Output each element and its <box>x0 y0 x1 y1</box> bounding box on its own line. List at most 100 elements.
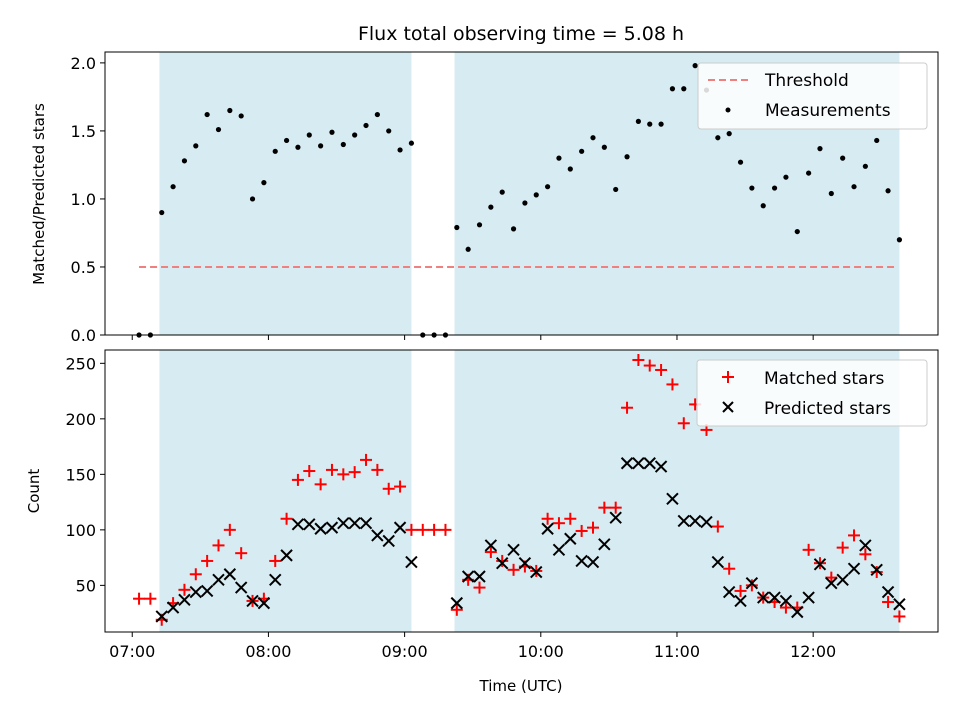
measurement-point <box>363 122 369 129</box>
predicted-star-point <box>541 522 554 535</box>
bottom-legend: Matched stars Predicted stars <box>696 359 928 427</box>
predicted-star-point <box>893 598 906 611</box>
predicted-star-point <box>870 563 883 577</box>
matched-star-point <box>655 363 668 376</box>
matched-star-point <box>836 541 849 554</box>
measurement-point <box>227 107 233 114</box>
y-tick-label: 50 <box>76 576 96 595</box>
matched-star-point <box>371 463 384 476</box>
matched-star-point <box>133 592 146 605</box>
predicted-star-stroke <box>291 518 305 531</box>
predicted-star-stroke <box>155 610 168 623</box>
measurement-point <box>522 200 528 206</box>
measurement-point <box>760 203 766 209</box>
predicted-star-point <box>359 516 373 530</box>
matched-star-point <box>382 482 395 495</box>
matched-star-point <box>598 501 611 514</box>
matched-star-point <box>859 548 872 561</box>
measurement-point <box>737 159 744 165</box>
y-tick-label: 200 <box>65 410 96 429</box>
matched-star-point <box>666 378 679 391</box>
predicted-star-stroke <box>859 539 872 552</box>
predicted-star-point <box>303 518 316 531</box>
matched-star-point <box>439 523 452 536</box>
bottom-panel: 50 100 150 200 250 07:00 08:00 09:00 10:00 11:00… <box>25 349 939 695</box>
measurement-point <box>613 186 619 193</box>
predicted-star-point <box>609 511 622 524</box>
measurement-point <box>488 204 494 210</box>
predicted-star-point <box>745 576 759 590</box>
legend-matched-swatch <box>722 371 734 383</box>
predicted-star-stroke <box>666 492 679 505</box>
top-panel: 0.0 0.5 1.0 1.5 2.0 Flux total observing tim… <box>30 23 939 345</box>
legend-measurements-label: Measurements <box>765 101 891 121</box>
measurement-point <box>771 185 778 191</box>
measurement-point <box>601 144 607 150</box>
measurement-point <box>181 158 188 164</box>
predicted-star-point <box>586 555 600 569</box>
matched-star-point <box>632 353 645 366</box>
predicted-star-point <box>654 460 668 473</box>
top-legend: Threshold Measurements <box>697 62 928 130</box>
x-tick-label: 08:00 <box>245 642 291 661</box>
legend-threshold-label: Threshold <box>764 71 849 91</box>
predicted-star-point <box>348 516 361 530</box>
y-tick-label: 1.5 <box>71 122 96 141</box>
predicted-star-stroke <box>825 576 838 590</box>
predicted-star-point <box>166 601 180 614</box>
x-axis-label: Time (UTC) <box>479 677 563 695</box>
legend-matched-label: Matched stars <box>764 369 884 389</box>
matched-star-point <box>723 562 736 575</box>
matched-star-point <box>269 554 282 567</box>
measurement-point <box>397 147 403 153</box>
predicted-star-point <box>325 521 339 534</box>
predicted-star-stroke <box>518 556 532 570</box>
measurement-point <box>579 148 585 154</box>
measurement-point <box>159 209 165 216</box>
legend-predicted-label: Predicted stars <box>764 399 891 419</box>
predicted-star-stroke <box>643 457 656 470</box>
matched-star-point <box>394 480 407 493</box>
predicted-star-stroke <box>280 549 293 562</box>
predicted-star-stroke <box>257 596 271 610</box>
predicted-star-point <box>847 562 861 575</box>
predicted-star-point <box>518 556 532 570</box>
measurement-point <box>329 129 335 135</box>
y-tick-label: 1.0 <box>71 190 96 209</box>
bottom-axes-frame <box>104 349 939 633</box>
predicted-star-stroke <box>405 555 418 569</box>
x-tick-label: 10:00 <box>518 642 564 661</box>
predicted-star-point <box>200 584 214 598</box>
legend-measurements-swatch <box>725 107 731 113</box>
matched-star-point <box>303 465 316 478</box>
predicted-star-stroke <box>620 457 634 470</box>
x-tick-label: 12:00 <box>790 642 836 661</box>
predicted-star-stroke <box>507 543 520 557</box>
predicted-star-stroke <box>495 556 509 570</box>
predicted-star-point <box>405 555 418 569</box>
predicted-star-stroke <box>303 518 316 531</box>
predicted-star-point <box>575 554 588 568</box>
matched-star-point <box>552 517 565 530</box>
y-tick-label: 0.5 <box>71 258 96 277</box>
predicted-star-point <box>269 573 282 587</box>
matched-star-point <box>779 601 792 614</box>
measurement-point <box>295 144 301 150</box>
observing-interval <box>159 52 412 335</box>
measurement-point <box>340 141 346 148</box>
predicted-star-stroke <box>166 601 180 614</box>
x-tick-label: 09:00 <box>382 642 428 661</box>
measurement-point <box>715 135 721 141</box>
y-tick-label: 150 <box>65 465 96 484</box>
measurement-point <box>215 126 222 133</box>
predicted-star-point <box>802 591 815 604</box>
matched-star-point <box>882 596 895 609</box>
predicted-star-stroke <box>598 538 611 551</box>
predicted-star-stroke <box>552 543 566 557</box>
predicted-star-stroke <box>779 594 793 608</box>
predicted-star-stroke <box>700 515 713 529</box>
predicted-star-point <box>813 558 827 571</box>
matched-star-point <box>564 512 577 525</box>
measurement-point <box>862 163 868 169</box>
predicted-star-point <box>825 576 838 590</box>
